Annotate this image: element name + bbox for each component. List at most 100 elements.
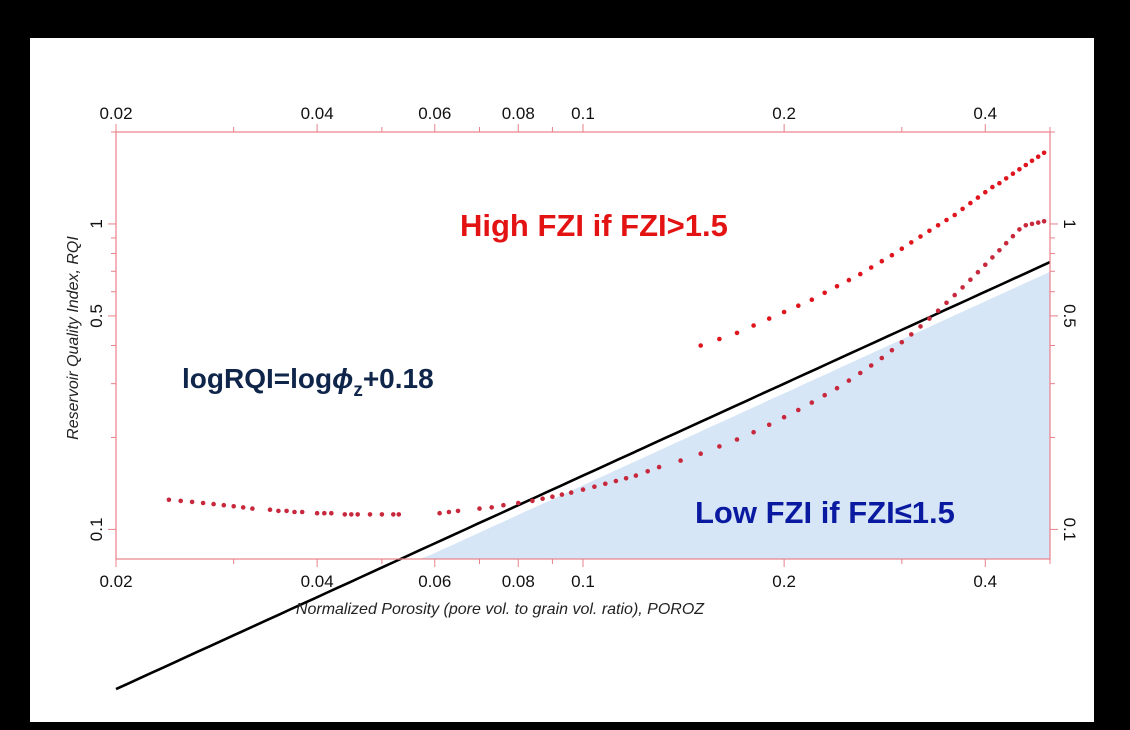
data-point-series-2 <box>909 332 914 337</box>
data-point-series-2 <box>231 504 236 509</box>
y-right-tick-label: 1 <box>1060 219 1079 228</box>
data-point-series-2 <box>342 512 348 517</box>
data-point-series-2 <box>751 429 756 435</box>
data-point-series-2 <box>189 499 195 505</box>
data-point-series-1 <box>927 228 932 234</box>
x-tick-label: 0.04 <box>301 572 334 591</box>
equation-suffix: +0.18 <box>363 363 434 394</box>
data-point-series-2 <box>613 478 619 484</box>
data-point-series-2 <box>975 269 981 275</box>
data-point-series-2 <box>211 501 216 507</box>
data-point-series-2 <box>446 509 452 515</box>
data-point-series-2 <box>299 509 305 515</box>
data-point-series-2 <box>944 300 949 306</box>
data-point-series-1 <box>1035 154 1041 159</box>
data-point-series-1 <box>1029 158 1035 164</box>
data-point-series-2 <box>834 385 840 391</box>
data-point-series-2 <box>329 510 334 516</box>
data-point-series-2 <box>927 316 932 321</box>
data-point-series-2 <box>918 324 923 329</box>
data-point-series-1 <box>751 323 756 328</box>
data-point-series-2 <box>889 347 895 353</box>
data-point-series-2 <box>540 496 545 502</box>
data-point-series-2 <box>1029 221 1035 227</box>
data-point-series-2 <box>166 497 172 503</box>
data-point-series-1 <box>1041 150 1047 156</box>
x-top-tick-label: 0.04 <box>301 104 334 123</box>
data-point-series-2 <box>766 422 772 428</box>
data-point-series-2 <box>717 444 722 449</box>
data-point-series-1 <box>909 240 914 245</box>
data-point-series-2 <box>396 512 402 517</box>
data-point-series-1 <box>1023 162 1029 168</box>
x-tick-label: 0.4 <box>973 572 997 591</box>
data-point-series-2 <box>349 512 354 517</box>
data-point-series-2 <box>322 510 327 516</box>
x-top-tick-label: 0.4 <box>973 104 997 123</box>
data-point-series-2 <box>935 308 941 314</box>
y-tick-label: 1 <box>87 219 106 228</box>
data-point-series-2 <box>1017 227 1022 232</box>
data-point-series-2 <box>858 370 863 376</box>
data-point-series-1 <box>717 336 722 342</box>
data-point-series-2 <box>530 498 535 504</box>
data-point-series-2 <box>645 469 650 474</box>
data-point-series-1 <box>983 189 988 195</box>
data-point-series-2 <box>868 363 874 368</box>
x-top-tick-label: 0.08 <box>502 104 535 123</box>
data-point-series-1 <box>960 206 965 212</box>
data-point-series-2 <box>240 505 246 510</box>
data-point-series-1 <box>698 343 703 348</box>
data-point-series-1 <box>822 290 827 296</box>
data-point-series-2 <box>781 414 787 420</box>
data-point-series-2 <box>1023 223 1029 228</box>
data-point-series-2 <box>990 255 995 260</box>
data-point-series-2 <box>292 509 297 515</box>
data-point-series-2 <box>899 339 905 345</box>
x-tick-label: 0.2 <box>772 572 796 591</box>
x-top-tick-label: 0.1 <box>571 104 595 123</box>
data-point-series-2 <box>221 502 227 508</box>
data-point-series-2 <box>879 355 885 361</box>
equation-annotation: logRQI=logϕz+0.18 <box>182 363 434 401</box>
fzi-chart: 0.02 0.02 0.04 0.04 0.06 0.06 0.08 0.08 0.1 0.1 0.… <box>65 104 1079 691</box>
equation-prefix: logRQI=log <box>182 363 332 394</box>
data-point-series-1 <box>1017 167 1022 172</box>
data-point-series-2 <box>952 292 957 298</box>
data-point-series-1 <box>846 277 852 283</box>
x-tick-label: 0.1 <box>571 572 595 591</box>
data-point-series-2 <box>1041 219 1047 224</box>
data-point-series-2 <box>455 508 461 514</box>
data-point-series-2 <box>284 508 289 514</box>
data-point-series-1 <box>952 212 957 218</box>
data-point-series-2 <box>960 285 965 290</box>
data-point-series-2 <box>501 502 506 508</box>
data-point-series-1 <box>944 217 949 223</box>
y-tick-label: 0.5 <box>87 304 106 328</box>
data-point-series-1 <box>766 316 772 321</box>
data-point-series-2 <box>568 490 574 495</box>
equation-phi-symbol: ϕ <box>332 363 353 394</box>
data-point-series-1 <box>734 330 740 336</box>
x-top-tick-label: 0.2 <box>772 104 796 123</box>
data-point-series-2 <box>1003 240 1009 246</box>
data-point-series-1 <box>809 297 815 303</box>
high-fzi-annotation: High FZI if FZI>1.5 <box>460 208 728 243</box>
data-point-series-1 <box>834 284 840 289</box>
data-point-series-1 <box>997 180 1002 186</box>
data-point-series-1 <box>858 271 863 277</box>
data-point-series-2 <box>477 506 482 511</box>
y-tick-label: 0.1 <box>87 518 106 542</box>
data-point-series-2 <box>276 508 281 514</box>
data-point-series-2 <box>1035 220 1041 225</box>
data-point-series-2 <box>367 512 373 517</box>
low-fzi-annotation: Low FZI if FZI≤1.5 <box>695 495 955 530</box>
data-point-series-2 <box>379 512 385 517</box>
data-point-series-2 <box>355 512 361 517</box>
data-point-series-2 <box>656 464 662 470</box>
x-top-tick-label: 0.06 <box>418 104 451 123</box>
data-point-series-2 <box>809 400 815 405</box>
data-point-series-1 <box>975 195 981 200</box>
y-axis-title: Reservoir Quality Index, RQI <box>65 236 82 440</box>
data-point-series-2 <box>592 484 597 490</box>
